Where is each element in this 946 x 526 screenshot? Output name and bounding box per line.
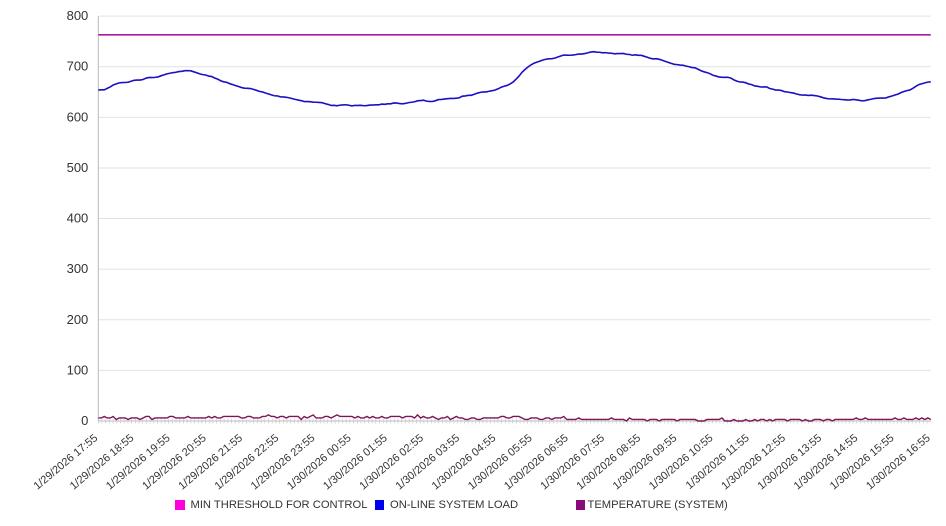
svg-text:400: 400 [67,211,89,226]
svg-text:1/30/2026 14:55: 1/30/2026 14:55 [792,432,861,492]
svg-text:1/30/2026 13:55: 1/30/2026 13:55 [756,432,825,492]
svg-text:1/30/2026 07:55: 1/30/2026 07:55 [538,432,607,492]
svg-text:600: 600 [67,109,89,124]
svg-text:1/29/2026 23:55: 1/29/2026 23:55 [249,432,318,492]
svg-text:700: 700 [67,59,89,74]
svg-text:500: 500 [67,160,89,175]
svg-text:1/30/2026 16:55: 1/30/2026 16:55 [864,432,933,492]
svg-text:1/30/2026 08:55: 1/30/2026 08:55 [575,432,644,492]
svg-text:1/30/2026 15:55: 1/30/2026 15:55 [828,432,897,492]
svg-text:1/29/2026 19:55: 1/29/2026 19:55 [104,432,173,492]
svg-text:300: 300 [67,261,89,276]
svg-text:1/30/2026 01:55: 1/30/2026 01:55 [321,432,390,492]
svg-text:1/29/2026 21:55: 1/29/2026 21:55 [176,432,245,492]
svg-text:1/29/2026 18:55: 1/29/2026 18:55 [68,432,137,492]
svg-text:1/30/2026 05:55: 1/30/2026 05:55 [466,432,535,492]
svg-text:1/30/2026 10:55: 1/30/2026 10:55 [647,432,716,492]
svg-text:800: 800 [67,8,89,23]
svg-text:0: 0 [81,413,88,428]
svg-text:1/30/2026 11:55: 1/30/2026 11:55 [684,432,752,492]
svg-text:100: 100 [67,362,89,377]
svg-text:1/30/2026 12:55: 1/30/2026 12:55 [719,432,788,492]
svg-text:1/30/2026 03:55: 1/30/2026 03:55 [394,432,463,492]
svg-text:200: 200 [67,312,89,327]
svg-text:1/30/2026 02:55: 1/30/2026 02:55 [357,432,426,492]
svg-text:1/30/2026 04:55: 1/30/2026 04:55 [430,432,499,492]
svg-text:1/29/2026 20:55: 1/29/2026 20:55 [140,432,209,492]
svg-text:1/29/2026 22:55: 1/29/2026 22:55 [213,432,282,492]
svg-text:1/30/2026 00:55: 1/30/2026 00:55 [285,432,354,492]
svg-text:1/30/2026 09:55: 1/30/2026 09:55 [611,432,680,492]
svg-text:1/30/2026 06:55: 1/30/2026 06:55 [502,432,571,492]
svg-text:1/29/2026 17:55: 1/29/2026 17:55 [32,432,101,492]
